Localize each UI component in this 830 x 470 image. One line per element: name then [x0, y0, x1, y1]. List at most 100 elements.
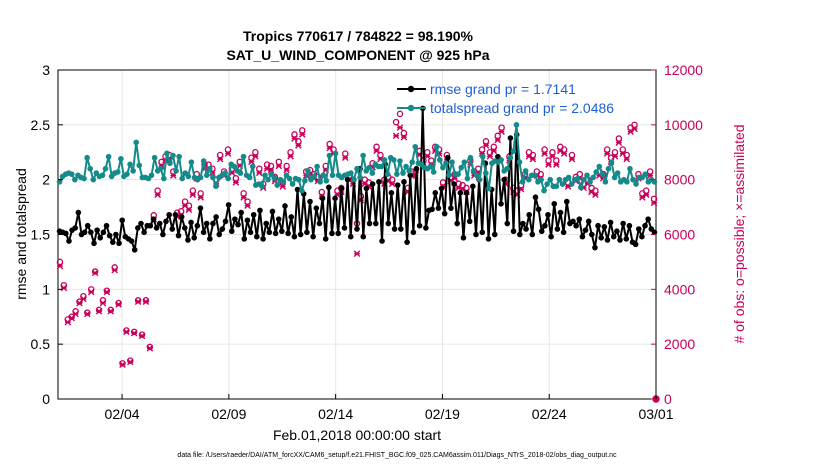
spread-point: [210, 174, 216, 181]
rmse-point: [448, 205, 454, 211]
rmse-point: [585, 218, 592, 225]
obs-possible-marker: [103, 287, 111, 294]
rmse-point: [532, 194, 539, 201]
right-y-tick-label: 6000: [664, 227, 695, 243]
obs-assimilated-marker: [388, 180, 396, 188]
spread-point: [437, 157, 443, 163]
spread-point: [133, 139, 139, 146]
spread-point: [427, 163, 434, 170]
y-axis-label: rmse and totalspread: [13, 168, 29, 300]
spread-point: [378, 163, 385, 170]
rmse-point: [410, 229, 417, 236]
rmse-point: [623, 236, 630, 242]
rmse-point: [91, 240, 97, 247]
y-tick-label: 1.5: [31, 227, 51, 243]
rmse-point: [219, 226, 226, 232]
obs-assimilated-marker: [56, 262, 64, 270]
spread-point: [384, 171, 391, 177]
rmse-point: [354, 226, 360, 232]
right-y-tick-label: 0: [664, 391, 672, 407]
rmse-point: [185, 237, 191, 243]
rmse-point: [517, 231, 523, 238]
rmse-point: [394, 182, 401, 188]
spread-point: [90, 176, 97, 183]
spread-point: [400, 170, 406, 176]
spread-point: [317, 179, 324, 185]
obs-possible-marker: [490, 143, 498, 151]
x-tick-label: 02/24: [532, 406, 567, 422]
rmse-point: [438, 185, 445, 192]
obs-assimilated-marker: [127, 358, 134, 366]
obs-assimilated-marker: [80, 295, 87, 303]
rmse-point: [529, 231, 536, 238]
spread-point: [295, 176, 302, 183]
spread-point: [513, 122, 520, 128]
rmse-point: [291, 233, 298, 240]
spread-point: [299, 187, 305, 194]
obs-possible-marker: [342, 150, 349, 157]
rmse-point: [191, 234, 197, 241]
rmse-point: [413, 165, 420, 172]
rmse-point: [297, 231, 304, 238]
rmse-point: [135, 225, 141, 231]
spread-point: [99, 172, 106, 179]
spread-point: [538, 176, 544, 183]
obs-possible-marker: [326, 140, 333, 148]
x-tick-label: 02/09: [211, 406, 246, 422]
spread-point: [130, 168, 136, 174]
spread-point: [614, 170, 621, 176]
obs-assimilated-marker: [568, 155, 576, 163]
spread-point: [72, 176, 78, 183]
spread-point: [461, 159, 468, 165]
rmse-point: [604, 237, 611, 243]
rmse-point: [610, 233, 617, 240]
spread-point: [167, 160, 173, 167]
right-y-axis-ticks: 0 2000 4000 6000 8000 10000 12000: [651, 62, 703, 407]
obs-assimilated-marker: [490, 147, 498, 155]
rmse-point: [150, 216, 157, 222]
rmse-point: [454, 220, 460, 227]
y-tick-label: 2.5: [31, 117, 51, 133]
rmse-point: [504, 220, 511, 227]
spread-point: [102, 165, 109, 172]
rmse-point: [595, 222, 601, 229]
spread-point: [69, 171, 75, 177]
y-tick-label: 3: [42, 62, 50, 78]
obs-possible-marker: [134, 297, 142, 304]
obs-possible-marker: [56, 258, 64, 266]
rmse-point: [241, 236, 248, 242]
rmse-point: [332, 195, 338, 202]
rmse-point: [444, 154, 451, 161]
rmse-point: [222, 218, 229, 225]
rmse-point: [441, 210, 448, 217]
spread-point: [354, 165, 360, 172]
spread-point: [599, 171, 606, 177]
obs-possible-marker: [396, 110, 404, 118]
rmse-point: [457, 190, 464, 196]
rmse-point: [479, 229, 486, 236]
rmse-point: [128, 238, 135, 244]
obs-assimilated-marker: [560, 150, 568, 157]
rmse-point: [363, 185, 370, 192]
right-y-axis-label: # of obs: o=possible; ×=assimilated: [731, 124, 747, 343]
spread-point: [225, 175, 231, 182]
obs-assimilated-marker: [529, 155, 537, 163]
spread-point: [246, 174, 253, 181]
obs-possible-marker: [76, 298, 83, 305]
spread-point: [200, 158, 207, 164]
legend-spread-marker: [407, 104, 415, 112]
spread-point: [105, 153, 112, 160]
spread-point: [397, 158, 403, 164]
rmse-point: [338, 185, 345, 192]
rmse-point: [548, 233, 554, 240]
obs-possible-marker: [263, 161, 271, 168]
rmse-series: [56, 105, 658, 253]
obs-assimilated-marker: [650, 199, 658, 207]
obs-possible-marker: [287, 148, 294, 156]
rmse-point: [81, 229, 88, 236]
obs-possible-marker: [91, 268, 99, 275]
rmse-point: [538, 228, 545, 235]
rmse-point: [344, 176, 351, 183]
rmse-point: [589, 231, 595, 238]
obs-assimilated-marker: [275, 162, 283, 170]
